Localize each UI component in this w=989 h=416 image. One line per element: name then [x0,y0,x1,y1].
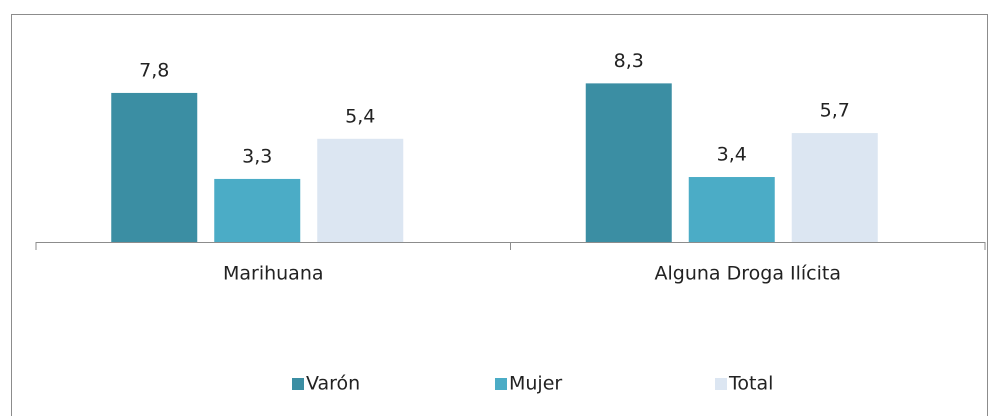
value-label: 3,4 [717,144,747,166]
x-tick-label: Marihuana [223,263,324,285]
legend-swatch [495,378,507,390]
legend-label: Mujer [509,373,562,395]
bar [317,138,404,242]
bar [791,133,878,242]
bar [585,83,672,242]
legend-swatch [715,378,727,390]
bar [214,178,301,242]
bar [111,92,198,242]
value-label: 7,8 [139,59,169,81]
value-label: 5,7 [820,100,850,122]
bar [688,177,775,242]
value-label: 3,3 [242,145,272,167]
x-tick-label: Alguna Droga Ilícita [655,263,841,285]
legend-label: Total [728,373,773,395]
value-label: 8,3 [614,50,644,72]
legend-label: Varón [306,373,360,395]
legend-swatch [292,378,304,390]
value-label: 5,4 [345,105,375,127]
